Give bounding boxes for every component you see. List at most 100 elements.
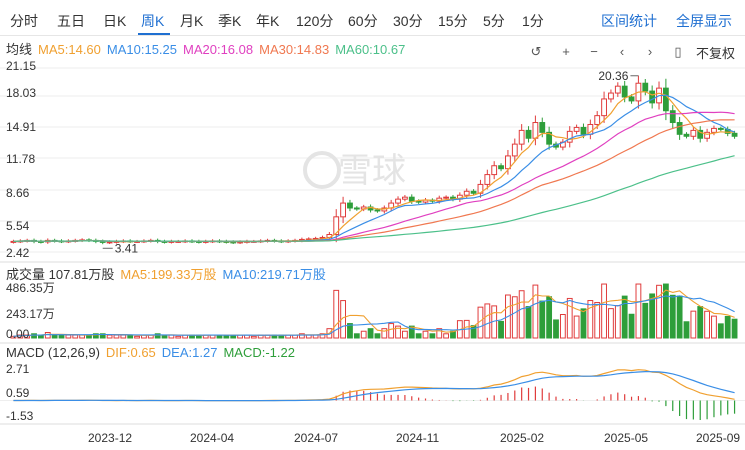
date-tick-label: 2025-02 [500, 431, 545, 445]
dif-line [13, 369, 735, 402]
watermark: 雪球 [338, 152, 406, 190]
volume-bar [697, 306, 704, 339]
tab-8[interactable]: 60分 [348, 13, 378, 29]
undo-icon[interactable]: ↺ [530, 44, 542, 59]
volume-bar [704, 310, 710, 339]
volume-bar [298, 333, 305, 339]
tab-7[interactable]: 120分 [296, 13, 334, 29]
volume-bar [683, 321, 690, 339]
candle-body [353, 207, 360, 210]
volume-bar [250, 335, 257, 339]
tab-2[interactable]: 日K [103, 13, 127, 29]
volume-bar [381, 328, 388, 339]
volume-bar [642, 302, 649, 339]
candle-body [594, 115, 601, 125]
ma-legend-item-2: MA20:16.08 [183, 42, 254, 57]
candle-body [676, 122, 683, 135]
candle-body [539, 122, 546, 133]
volume-bar [58, 334, 65, 339]
volume-bar [429, 333, 436, 339]
tab-4[interactable]: 月K [180, 13, 204, 29]
volume-bar [559, 314, 566, 339]
date-tick-label: 2024-04 [190, 431, 235, 445]
candle-body [491, 165, 498, 176]
candle-type-icon[interactable]: ▯ [674, 44, 682, 59]
fullscreen-link[interactable]: 全屏显示 [676, 13, 732, 29]
tab-3[interactable]: 周K [141, 13, 165, 29]
date-tick-label: 2024-11 [396, 431, 440, 445]
dea-line [13, 370, 735, 402]
zoom-in-icon[interactable]: + [562, 44, 570, 59]
volume-bar [484, 303, 491, 339]
ma-legend-item-1: MA10:15.25 [106, 42, 177, 57]
tab-10[interactable]: 15分 [438, 13, 468, 29]
tab-6[interactable]: 年K [256, 13, 280, 29]
low-price-label: 3.41 [115, 241, 139, 255]
volume-bar [498, 320, 504, 339]
ma-legend-item-0: MA5:14.60 [38, 42, 101, 57]
candle-body [511, 143, 518, 157]
volume-bar [587, 300, 594, 339]
tab-11[interactable]: 5分 [483, 13, 505, 29]
volume-bar [573, 315, 580, 339]
volume-bar [621, 295, 628, 339]
candle-body [505, 155, 511, 170]
candle-body [106, 241, 113, 244]
volume-tick-label: 0.00 [6, 327, 30, 341]
volume-legend-item-0: MA5:199.33万股 [120, 267, 217, 282]
candle-body [717, 127, 724, 130]
volume-bar [511, 296, 518, 339]
candle-body [697, 129, 704, 139]
candle-body [415, 200, 422, 203]
candle-body [662, 87, 669, 112]
high-price-label: 20.36 [598, 69, 628, 83]
pan-left-icon[interactable]: ‹ [619, 44, 625, 59]
candle-body [408, 196, 415, 202]
volume-bar [436, 328, 443, 339]
volume-bar [127, 334, 134, 339]
zoom-out-icon[interactable]: − [590, 44, 598, 59]
candle-body [621, 85, 628, 98]
candle-body [443, 196, 450, 199]
ma-legend: 均线 MA5:14.60 MA10:15.25 MA20:16.08 MA30:14.8… [6, 39, 411, 58]
tab-0[interactable]: 分时 [10, 13, 38, 29]
price-tick-label: 2.42 [6, 246, 30, 260]
volume-bar [422, 330, 429, 339]
candle-body [374, 209, 381, 212]
candle-body [463, 190, 470, 196]
tab-1[interactable]: 五日 [57, 13, 85, 29]
pan-right-icon[interactable]: › [647, 44, 653, 59]
volume-bar [92, 333, 99, 339]
volume-bar [635, 283, 642, 339]
candle-body [340, 202, 346, 218]
volume-bar [367, 328, 374, 339]
volume-tick-label: 243.17万 [6, 307, 55, 321]
adjust-mode-select[interactable]: 不复权 [696, 46, 736, 61]
tab-12[interactable]: 1分 [522, 13, 544, 29]
volume-bar [31, 333, 37, 339]
volume-bar [566, 297, 573, 339]
ma-legend-title: 均线 [6, 42, 33, 57]
date-tick-label: 2024-07 [294, 431, 339, 445]
volume-bar [518, 290, 525, 339]
active-tab-underline [138, 33, 170, 35]
interval-stats-link[interactable]: 区间统计 [601, 13, 657, 29]
volume-bar [532, 284, 539, 339]
candle-body [731, 132, 738, 137]
tab-5[interactable]: 季K [218, 13, 242, 29]
volume-bar [594, 301, 601, 339]
volume-bar [676, 295, 683, 339]
volume-bar [662, 283, 669, 339]
volume-bar [614, 305, 621, 339]
volume-bar [408, 325, 415, 339]
candle-body [649, 90, 656, 104]
macd-tick-label: -1.53 [6, 409, 34, 423]
date-tick-label: 2023-12 [88, 431, 133, 445]
volume-bar [106, 334, 113, 339]
volume-bar [717, 323, 724, 339]
candle-body [690, 129, 697, 137]
tab-9[interactable]: 30分 [393, 13, 423, 29]
volume-bar [690, 310, 697, 339]
macd-legend: MACD (12,26,9) DIF:0.65 DEA:1.27 MACD:-1.22 [6, 345, 301, 360]
